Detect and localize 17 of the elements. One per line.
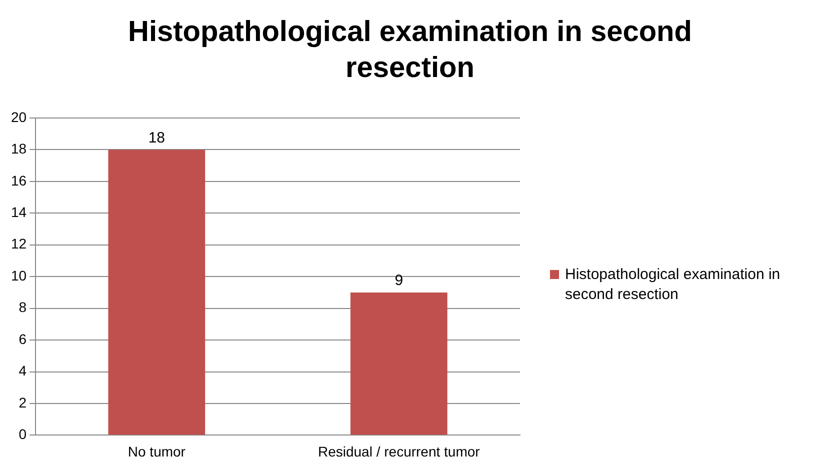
y-tick-label: 0: [18, 426, 27, 442]
y-tick-label: 2: [18, 394, 27, 410]
data-label: 18: [148, 129, 166, 146]
x-tick-label: Residual / recurrent tumor: [318, 443, 480, 460]
y-tick-label: 18: [10, 140, 27, 157]
y-tick-label: 4: [18, 362, 27, 379]
y-tick-label: 12: [10, 236, 27, 252]
y-tick-label: 14: [10, 204, 27, 220]
y-tick-label: 8: [18, 299, 27, 316]
y-tick-label: 20: [10, 108, 27, 125]
legend-label: Histopathological examination in second resection: [565, 265, 782, 305]
chart-title: Histopathological examination in second resection: [127, 15, 693, 86]
data-label: 9: [394, 272, 404, 290]
y-tick-label: 10: [10, 267, 27, 284]
y-tick-label: 6: [18, 330, 27, 347]
x-tick-label: No tumor: [128, 443, 186, 460]
y-tick-label: 16: [10, 172, 27, 188]
